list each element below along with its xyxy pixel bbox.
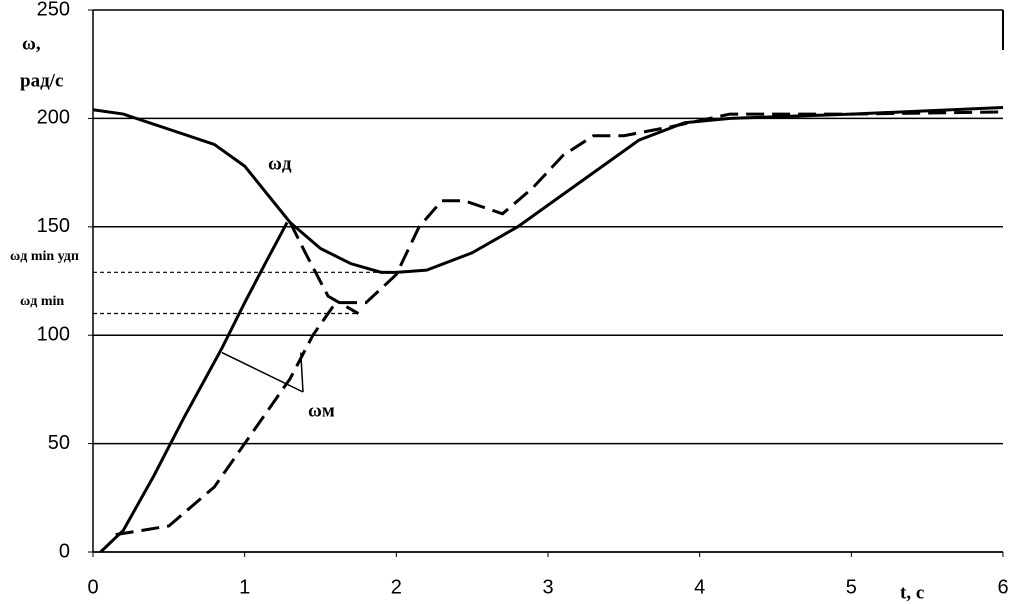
series-line <box>99 221 289 554</box>
y-tick-label: 0 <box>59 540 70 562</box>
annotation: ωм <box>308 400 335 421</box>
x-tick-label: 6 <box>997 576 1008 598</box>
y-tick-label: 100 <box>37 323 70 345</box>
pointer <box>300 352 304 393</box>
reference-label: ωд min <box>20 294 64 309</box>
y-tick-label: 150 <box>37 215 70 237</box>
pointer <box>221 351 304 393</box>
x-tick-label: 0 <box>87 576 98 598</box>
y-axis-label: ω, <box>22 33 41 54</box>
series-line <box>288 221 360 315</box>
series-line <box>115 110 1004 537</box>
annotation: ωд <box>268 153 292 174</box>
x-tick-label: 2 <box>391 576 402 598</box>
y-tick-label: 250 <box>37 0 70 20</box>
y-tick-label: 200 <box>37 107 70 129</box>
reference-label: ωд min удп <box>10 249 79 264</box>
x-tick-label: 1 <box>239 576 250 598</box>
x-tick-label: 5 <box>846 576 857 598</box>
x-tick-label: 3 <box>542 576 553 598</box>
x-axis-label: t, с <box>900 582 924 603</box>
y-axis-label: рад/с <box>20 70 63 91</box>
y-tick-label: 50 <box>48 432 70 454</box>
x-tick-label: 4 <box>694 576 705 598</box>
series-line <box>92 106 1004 274</box>
